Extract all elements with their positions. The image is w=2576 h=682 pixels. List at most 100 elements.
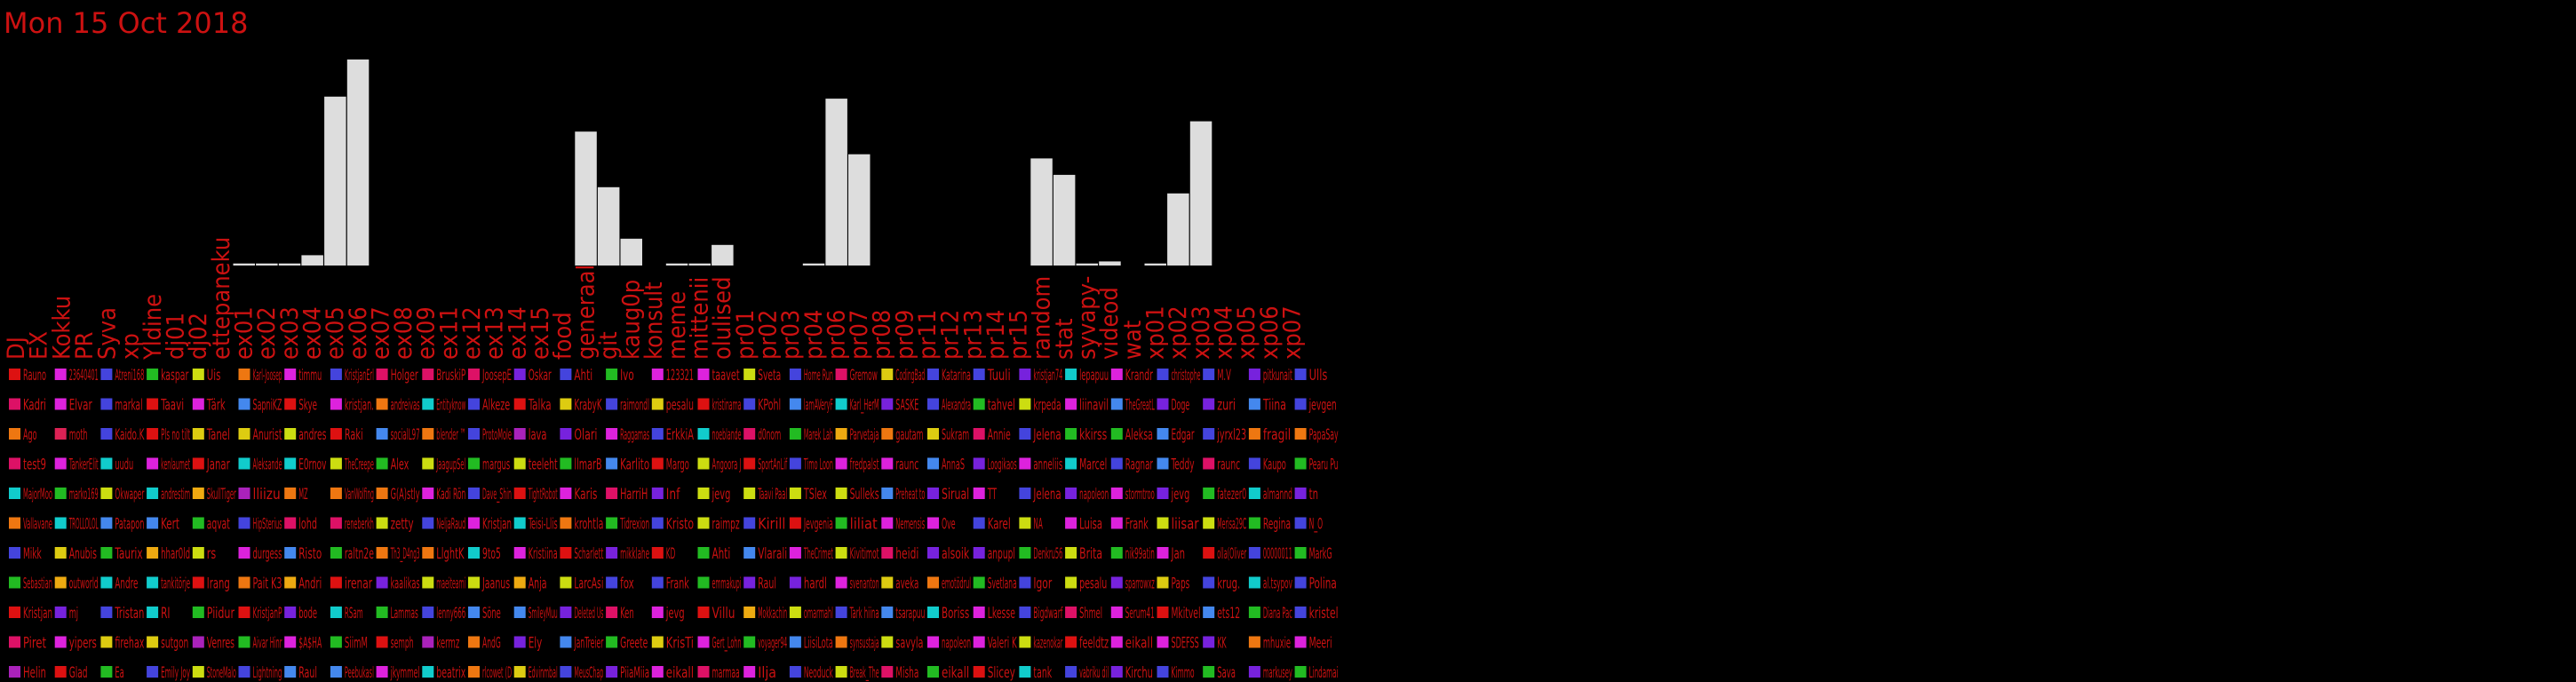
legend-swatch xyxy=(560,488,572,499)
legend-swatch xyxy=(560,666,572,678)
legend-swatch xyxy=(422,636,434,648)
legend-swatch xyxy=(468,666,480,678)
legend-entry-label: jevg xyxy=(665,605,684,623)
legend-swatch xyxy=(238,576,250,589)
legend-swatch xyxy=(1248,457,1260,470)
legend-entry-label: Kristjan xyxy=(482,516,512,534)
legend-entry-label: Andre xyxy=(115,575,138,593)
legend-swatch xyxy=(973,369,985,380)
legend-swatch xyxy=(238,428,250,440)
legend-entry-label: Brita xyxy=(1079,545,1102,563)
legend-swatch xyxy=(1203,636,1215,648)
legend-entry-label: markal xyxy=(115,397,142,415)
legend-swatch xyxy=(1110,576,1123,589)
x-tick-label: videod xyxy=(1096,287,1124,360)
legend-entry-label: Jan xyxy=(1171,545,1185,563)
bar-ex02 xyxy=(256,263,278,266)
bar-meme xyxy=(665,263,688,266)
legend-entry-label: irenar xyxy=(345,575,373,593)
legend-entry-label: AndG xyxy=(482,635,501,653)
legend-entry-label: kaspar xyxy=(161,367,189,385)
x-tick-label: meme xyxy=(664,291,691,360)
legend-entry-label: zetty xyxy=(391,516,414,534)
x-tick-label: ex01 xyxy=(231,306,258,360)
legend-entry-label: jyrxl23 xyxy=(1217,426,1247,444)
legend-swatch xyxy=(376,517,388,529)
legend-swatch xyxy=(789,636,801,648)
bar-stat xyxy=(1053,174,1076,266)
legend-swatch xyxy=(1019,428,1031,440)
legend-swatch xyxy=(9,398,20,410)
legend-entry-label: Gert_Lohn xyxy=(712,635,742,653)
legend-swatch xyxy=(973,457,985,470)
legend-entry-label: Anja xyxy=(529,575,547,593)
legend-swatch xyxy=(881,398,894,410)
x-tick-label: Syva xyxy=(94,307,122,360)
x-tick-label: xp xyxy=(116,333,144,360)
legend-entry-label: Elvar xyxy=(69,397,92,415)
legend-entry-label: Tidrexion xyxy=(620,516,649,534)
legend-entry-label: kristinama xyxy=(712,397,742,415)
legend-swatch xyxy=(927,517,939,529)
legend-swatch xyxy=(881,576,894,589)
legend-swatch xyxy=(513,547,526,559)
legend-swatch xyxy=(1203,488,1215,499)
legend-entry-label: anpupl xyxy=(988,545,1015,563)
legend-swatch xyxy=(238,517,250,529)
legend-entry-label: rlcowet (D xyxy=(482,664,512,682)
legend-entry-label: KK xyxy=(1217,635,1227,653)
x-tick-label: konsult xyxy=(640,282,668,360)
legend-swatch xyxy=(1065,517,1077,529)
legend-swatch xyxy=(881,488,894,499)
legend-entry-label: SkullTiger xyxy=(207,486,236,504)
legend-swatch xyxy=(1294,369,1307,380)
legend-swatch xyxy=(100,576,113,589)
legend-swatch xyxy=(697,398,710,410)
legend-swatch xyxy=(9,607,20,618)
legend-entry-label: moth xyxy=(69,426,88,444)
legend-entry-label: kermz xyxy=(436,635,459,653)
bar-group xyxy=(233,59,1212,266)
x-tick-label: dj01 xyxy=(163,313,190,360)
legend-swatch xyxy=(192,517,204,529)
bar-mittenii xyxy=(688,263,711,266)
legend-entry-label: semph xyxy=(391,635,414,653)
legend-entry-label: Timo Loon xyxy=(803,456,832,474)
legend-swatch xyxy=(651,369,664,380)
legend-entry-label: liisar xyxy=(1172,516,1200,534)
legend-swatch xyxy=(927,666,939,678)
legend-swatch xyxy=(192,457,204,470)
legend-swatch xyxy=(973,428,985,440)
legend-entry-label: MZ xyxy=(298,486,307,504)
legend-entry-label: Karlito xyxy=(620,456,649,474)
legend-swatch xyxy=(1019,576,1031,589)
legend-entry-label: marmaa xyxy=(712,664,740,682)
legend-entry-label: Greete xyxy=(620,635,648,653)
legend-entry-label: liliat xyxy=(850,516,878,534)
legend-entry-label: JanTreier xyxy=(574,635,604,653)
legend-swatch xyxy=(147,398,159,410)
legend-entry-label: sparrowxz xyxy=(1125,575,1155,593)
legend-entry-label: AnnaS xyxy=(942,456,965,474)
legend-swatch xyxy=(513,576,526,589)
legend-entry-label: Anurist xyxy=(253,426,282,444)
bar-generaal xyxy=(575,131,597,266)
legend-entry-label: kenlaumet xyxy=(161,456,190,474)
legend-swatch xyxy=(1157,428,1169,440)
legend-entry-label: Ove xyxy=(942,516,956,534)
legend-swatch xyxy=(881,457,894,470)
bar-videod xyxy=(1099,261,1121,266)
x-tick-label: Yldine xyxy=(139,294,167,361)
legend-swatch xyxy=(376,488,388,499)
legend-swatch xyxy=(881,666,894,678)
legend-swatch xyxy=(927,428,939,440)
legend-entry-label: Denkru56 xyxy=(1033,545,1062,563)
legend-entry-label: Loogikaos xyxy=(988,456,1017,474)
legend-swatch xyxy=(422,607,434,618)
legend-swatch xyxy=(1203,369,1215,380)
legend-entry-label: Sava xyxy=(1217,664,1236,682)
legend-entry-label: lava xyxy=(529,426,547,444)
legend-swatch xyxy=(1065,398,1077,410)
legend-swatch xyxy=(1203,398,1215,410)
legend-swatch xyxy=(100,369,113,380)
